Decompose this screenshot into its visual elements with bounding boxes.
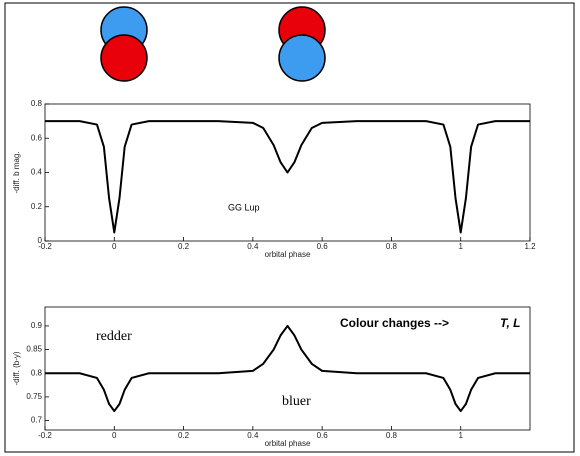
y-axis-label: -diff. (b-y) [12,351,21,385]
x-tick-label: -0.2 [38,431,52,440]
star-blue [278,34,326,82]
light-curve [45,120,530,234]
y-tick-label: 0.4 [31,168,43,177]
y-tick-label: 0.7 [31,416,43,425]
x-tick-label: -0.2 [38,242,52,251]
x-tick-label: 0.8 [386,242,398,251]
annotation: bluer [282,394,311,409]
y-tick-label: 0.85 [26,345,42,354]
y-tick-label: 0.8 [31,368,43,377]
x-tick-label: 0 [112,242,117,251]
x-tick-label: 0 [112,431,117,440]
y-tick-label: 0.9 [31,321,43,330]
star-red [100,34,148,82]
y-tick-label: 0.75 [26,392,42,401]
y-tick-label: 0 [38,236,43,245]
y-axis-label: -diff. b mag. [12,151,21,193]
annotation: redder [96,329,132,344]
x-axis-label: orbital phase [265,250,311,259]
x-tick-label: 1 [458,242,463,251]
plot-frame [44,306,531,431]
annotation: Colour changes --> [340,316,449,330]
y-tick-label: 0.6 [31,133,43,142]
annotation: T, L [500,316,520,330]
x-tick-label: 0.4 [247,242,259,251]
y-tick-label: 0.2 [31,202,43,211]
x-tick-label: 0.8 [386,431,398,440]
x-tick-label: 1.2 [524,242,536,251]
x-tick-label: 0.4 [247,431,259,440]
x-tick-label: 1 [458,431,463,440]
x-tick-label: 0.6 [317,242,329,251]
annotation: GG Lup [228,202,260,212]
x-tick-label: 0.2 [178,431,190,440]
light-curve [45,324,530,413]
x-tick-label: 0.6 [317,431,329,440]
x-axis-label: orbital phase [265,439,311,448]
x-tick-label: 0.2 [178,242,190,251]
y-tick-label: 0.8 [31,99,43,108]
